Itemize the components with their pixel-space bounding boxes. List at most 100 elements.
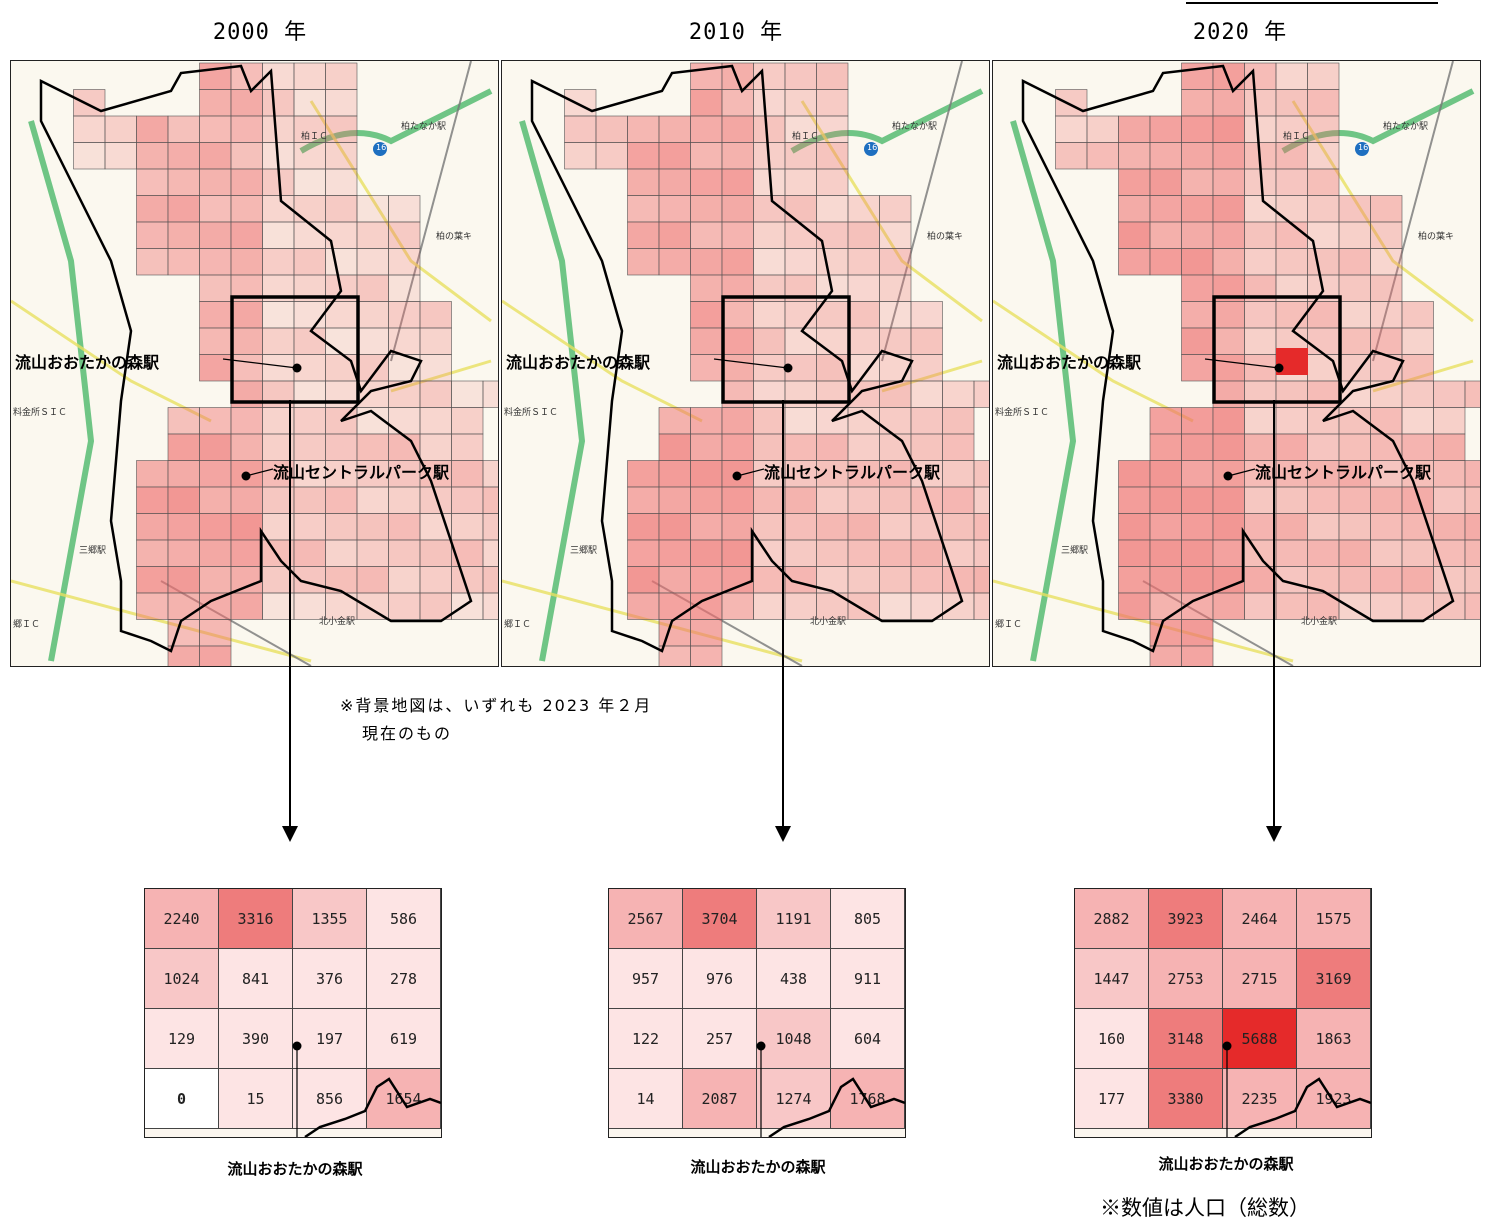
mesh-cell — [1149, 433, 1182, 461]
values-note: ※数値は人口（総数） — [1100, 1196, 1310, 1220]
label-otakanomori-station: 流山おおたかの森駅 — [997, 353, 1142, 372]
mesh-cell — [816, 248, 849, 276]
mesh-cell — [1149, 142, 1182, 170]
mesh-cell — [1401, 592, 1434, 620]
mesh-cell — [293, 460, 326, 488]
map-road — [993, 579, 1294, 663]
map-svg — [502, 61, 989, 666]
mesh-cell — [1212, 539, 1245, 567]
mesh-cell — [167, 142, 200, 170]
mesh-cell — [325, 301, 358, 329]
mesh-cell — [136, 592, 169, 620]
mesh-cell — [564, 115, 597, 143]
zoom-cell: 1191 — [757, 889, 831, 949]
zoom-cell: 5688 — [1223, 1009, 1297, 1069]
label-misato-station: 三郷駅 — [1061, 546, 1089, 556]
mesh-cell — [847, 513, 880, 541]
mesh-cell — [388, 407, 421, 435]
label-misato-station: 三郷駅 — [79, 546, 107, 556]
zoom-cell: 2235 — [1223, 1069, 1297, 1129]
mesh-cell — [1307, 327, 1340, 355]
mesh-cell — [910, 301, 943, 329]
mesh-cell — [816, 539, 849, 567]
mesh-cell — [910, 539, 943, 567]
leader-line — [736, 468, 765, 477]
zoom-cell: 1024 — [145, 949, 219, 1009]
label-otakanomori-station: 流山おおたかの森駅 — [15, 353, 160, 372]
mesh-cell — [1370, 301, 1403, 329]
mesh-cell — [942, 592, 975, 620]
background-map-note: ※背景地図は、いずれも 2023 年２月 現在のもの — [340, 692, 652, 748]
zoom-cell: 586 — [367, 889, 441, 949]
zoom-cell: 1048 — [757, 1009, 831, 1069]
mesh-cell — [658, 142, 691, 170]
label-misato-ic: 郷ＩＣ — [504, 620, 532, 630]
route-16-icon — [373, 142, 387, 156]
mesh-cell — [721, 566, 754, 594]
label-route-16: 16 — [867, 143, 878, 152]
map-svg — [993, 61, 1480, 666]
mesh-cell — [199, 566, 232, 594]
mesh-cell — [419, 486, 452, 514]
mesh-cell — [104, 115, 137, 143]
mesh-cell — [690, 433, 723, 461]
mesh-cell — [388, 301, 421, 329]
leader-line — [1227, 468, 1256, 477]
mesh-cell — [1433, 592, 1466, 620]
mesh-cell — [1401, 380, 1434, 408]
mesh-cell — [262, 433, 295, 461]
mesh-cell — [1370, 327, 1403, 355]
mesh-cell — [230, 221, 263, 249]
mesh-cell — [230, 513, 263, 541]
mesh-cell — [942, 380, 975, 408]
mesh-cell — [230, 142, 263, 170]
mesh-cell — [753, 566, 786, 594]
mesh-cell — [1244, 115, 1277, 143]
mesh-cell — [627, 115, 660, 143]
mesh-cell — [1118, 142, 1151, 170]
mesh-cell — [1244, 513, 1277, 541]
mesh-cell — [199, 221, 232, 249]
mesh-cell — [1212, 142, 1245, 170]
mesh-cell — [627, 566, 660, 594]
map-road — [1372, 61, 1454, 362]
mesh-cell — [910, 460, 943, 488]
mesh-cell — [784, 486, 817, 514]
label-route-16: 16 — [376, 143, 387, 152]
mesh-cell — [356, 301, 389, 329]
mesh-cell — [753, 221, 786, 249]
mesh-cell — [325, 433, 358, 461]
mesh-cell — [1181, 619, 1214, 647]
mesh-cell — [1338, 539, 1371, 567]
mesh-cell — [293, 301, 326, 329]
mesh-cell — [1118, 460, 1151, 488]
mesh-cell — [451, 380, 484, 408]
mesh-cell — [293, 513, 326, 541]
mesh-cell — [753, 354, 786, 382]
mesh-cell — [1181, 513, 1214, 541]
mesh-cell — [1244, 327, 1277, 355]
zoom-grid: 2240 3316 1355 586 1024 841 376 278 129 390 197 619… — [145, 889, 441, 1129]
mesh-cell — [167, 539, 200, 567]
mesh-cell — [784, 221, 817, 249]
label-central-park-station: 流山セントラルパーク駅 — [1255, 463, 1432, 482]
mesh-cell — [879, 274, 912, 302]
mesh-cell — [721, 407, 754, 435]
mesh-cell — [293, 539, 326, 567]
mesh-cell — [199, 486, 232, 514]
zoom-cell: 2882 — [1075, 889, 1149, 949]
mesh-cell — [1212, 566, 1245, 594]
map-road — [28, 120, 95, 662]
mesh-cell — [1086, 115, 1119, 143]
mesh-cell — [293, 592, 326, 620]
mesh-cell — [388, 248, 421, 276]
mesh-cell — [658, 592, 691, 620]
mesh-cell — [879, 221, 912, 249]
mesh-cell — [1370, 274, 1403, 302]
mesh-cell — [1307, 248, 1340, 276]
mesh-cell — [721, 354, 754, 382]
mesh-cell — [721, 142, 754, 170]
mesh-cell — [1212, 433, 1245, 461]
mesh-cell — [1244, 301, 1277, 329]
mesh-cell — [482, 566, 498, 594]
